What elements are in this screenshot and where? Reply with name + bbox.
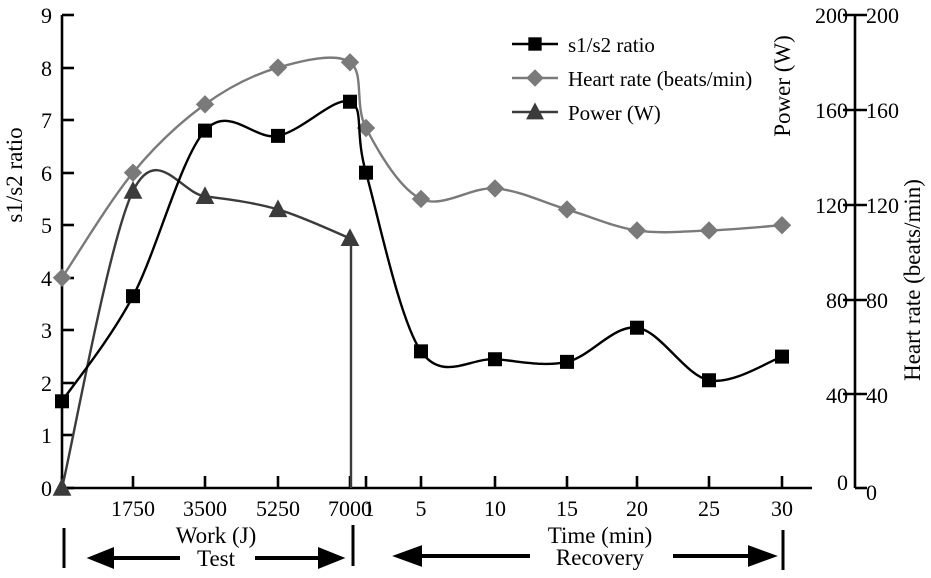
- ytick-left-9: 9: [41, 3, 52, 28]
- x-axis-work-title: Work (J): [176, 523, 257, 548]
- chart-legend: s1/s2 ratio Heart rate (beats/min) Power (…: [512, 33, 752, 125]
- y-axis-left-line: [60, 13, 74, 490]
- legend-item-power-w[interactable]: Power (W): [512, 101, 661, 125]
- xtick-work-3500: 3500: [183, 496, 227, 521]
- ytick-power-0: 0: [837, 470, 848, 495]
- y-axis-hr-ticklabels: 200 160 120 80 40 0: [866, 3, 899, 505]
- datapoint: [775, 349, 789, 364]
- ytick-power-80: 80: [826, 288, 848, 313]
- x-axis-work-ticklabels: 1750 3500 5250 7000: [111, 496, 372, 521]
- ytick-left-7: 7: [41, 108, 52, 133]
- ytick-hr-40: 40: [866, 383, 888, 408]
- ytick-left-3: 3: [41, 318, 52, 343]
- xtick-time-5: 5: [416, 496, 427, 521]
- ytick-hr-160: 160: [866, 98, 899, 123]
- recovery-phase-arrows: [392, 545, 778, 567]
- xtick-time-25: 25: [698, 496, 720, 521]
- series-power-w: [52, 168, 360, 496]
- series-s1-s2-ratio: [55, 94, 789, 409]
- y-axis-left-ticklabels: 9 8 7 6 5 4 3 2 1 0: [41, 3, 52, 501]
- datapoint: [772, 216, 792, 235]
- legend-item-heart-rate-beats-min[interactable]: Heart rate (beats/min): [512, 67, 752, 91]
- legend-item-s1-s2-ratio[interactable]: s1/s2 ratio: [512, 33, 655, 57]
- datapoint: [198, 123, 212, 138]
- ytick-left-0: 0: [41, 476, 52, 501]
- ytick-hr-200: 200: [866, 3, 899, 28]
- datapoint: [340, 53, 360, 72]
- xtick-work-5250: 5250: [256, 496, 300, 521]
- datapoint: [126, 289, 140, 304]
- series-line-power: [60, 168, 351, 489]
- y-axis-power-title: Power (W): [770, 35, 795, 137]
- data-series-layer: [52, 53, 792, 496]
- legend-marker-square-icon: [528, 37, 542, 51]
- legend-marker-triangle-icon: [526, 102, 544, 120]
- legend-label: Power (W): [568, 101, 661, 125]
- datapoint: [414, 344, 428, 359]
- y-axis-left-title: s1/s2 ratio: [2, 127, 27, 222]
- legend-label: Heart rate (beats/min): [568, 67, 752, 91]
- datapoint: [268, 58, 288, 77]
- datapoint-power: [195, 186, 215, 205]
- datapoint: [356, 118, 376, 138]
- ytick-hr-120: 120: [866, 193, 899, 218]
- datapoint: [702, 373, 716, 388]
- datapoint: [485, 179, 505, 198]
- ytick-left-4: 4: [41, 266, 52, 291]
- xtick-work-7000: 7000: [328, 496, 372, 521]
- test-phase-label: Test: [197, 546, 236, 571]
- recovery-phase-label: Recovery: [556, 545, 645, 570]
- datapoint: [557, 200, 577, 219]
- datapoint: [411, 189, 431, 209]
- datapoint-power: [340, 228, 360, 247]
- datapoint: [55, 394, 69, 409]
- datapoint: [630, 320, 644, 335]
- ytick-hr-80: 80: [866, 288, 888, 313]
- datapoint-power: [268, 199, 288, 218]
- datapoint: [488, 352, 502, 367]
- datapoint: [627, 221, 647, 240]
- xtick-time-20: 20: [626, 496, 648, 521]
- xtick-work-1750: 1750: [111, 496, 155, 521]
- datapoint-power: [52, 477, 72, 496]
- y-axis-hr-title: Heart rate (beats/min): [900, 179, 925, 381]
- datapoint: [52, 268, 72, 287]
- x-axis-line: [60, 476, 812, 490]
- xtick-time-10: 10: [484, 496, 506, 521]
- y-axis-power-ticklabels: 200 160 120 80 40 0: [815, 3, 848, 495]
- datapoint: [699, 221, 719, 240]
- xtick-time-15: 15: [556, 496, 578, 521]
- ytick-left-1: 1: [41, 423, 52, 448]
- ytick-power-160: 160: [815, 98, 848, 123]
- xtick-time-1: 1: [364, 496, 375, 521]
- datapoint-power: [123, 180, 143, 199]
- series-heart-rate-beats-min: [52, 53, 792, 287]
- ytick-left-5: 5: [41, 213, 52, 238]
- y-axis-right-line: [843, 13, 867, 490]
- datapoint: [560, 354, 574, 369]
- ytick-power-40: 40: [826, 383, 848, 408]
- datapoint: [271, 128, 285, 143]
- datapoint: [195, 95, 215, 114]
- ytick-hr-0: 0: [866, 480, 877, 505]
- ytick-left-6: 6: [41, 161, 52, 186]
- xtick-time-30: 30: [771, 496, 793, 521]
- datapoint: [343, 94, 357, 109]
- ytick-left-2: 2: [41, 371, 52, 396]
- x-axis-time-title: Time (min): [548, 523, 653, 548]
- ytick-power-120: 120: [815, 193, 848, 218]
- legend-label: s1/s2 ratio: [568, 33, 655, 57]
- phase-dividers: [62, 525, 785, 570]
- ytick-power-200: 200: [815, 3, 848, 28]
- datapoint: [359, 165, 373, 180]
- test-phase-arrows: [86, 547, 346, 569]
- legend-marker-diamond-icon: [526, 69, 544, 87]
- x-axis-time-ticklabels: 1 5 10 15 20 25 30: [364, 496, 794, 521]
- ytick-left-8: 8: [41, 56, 52, 81]
